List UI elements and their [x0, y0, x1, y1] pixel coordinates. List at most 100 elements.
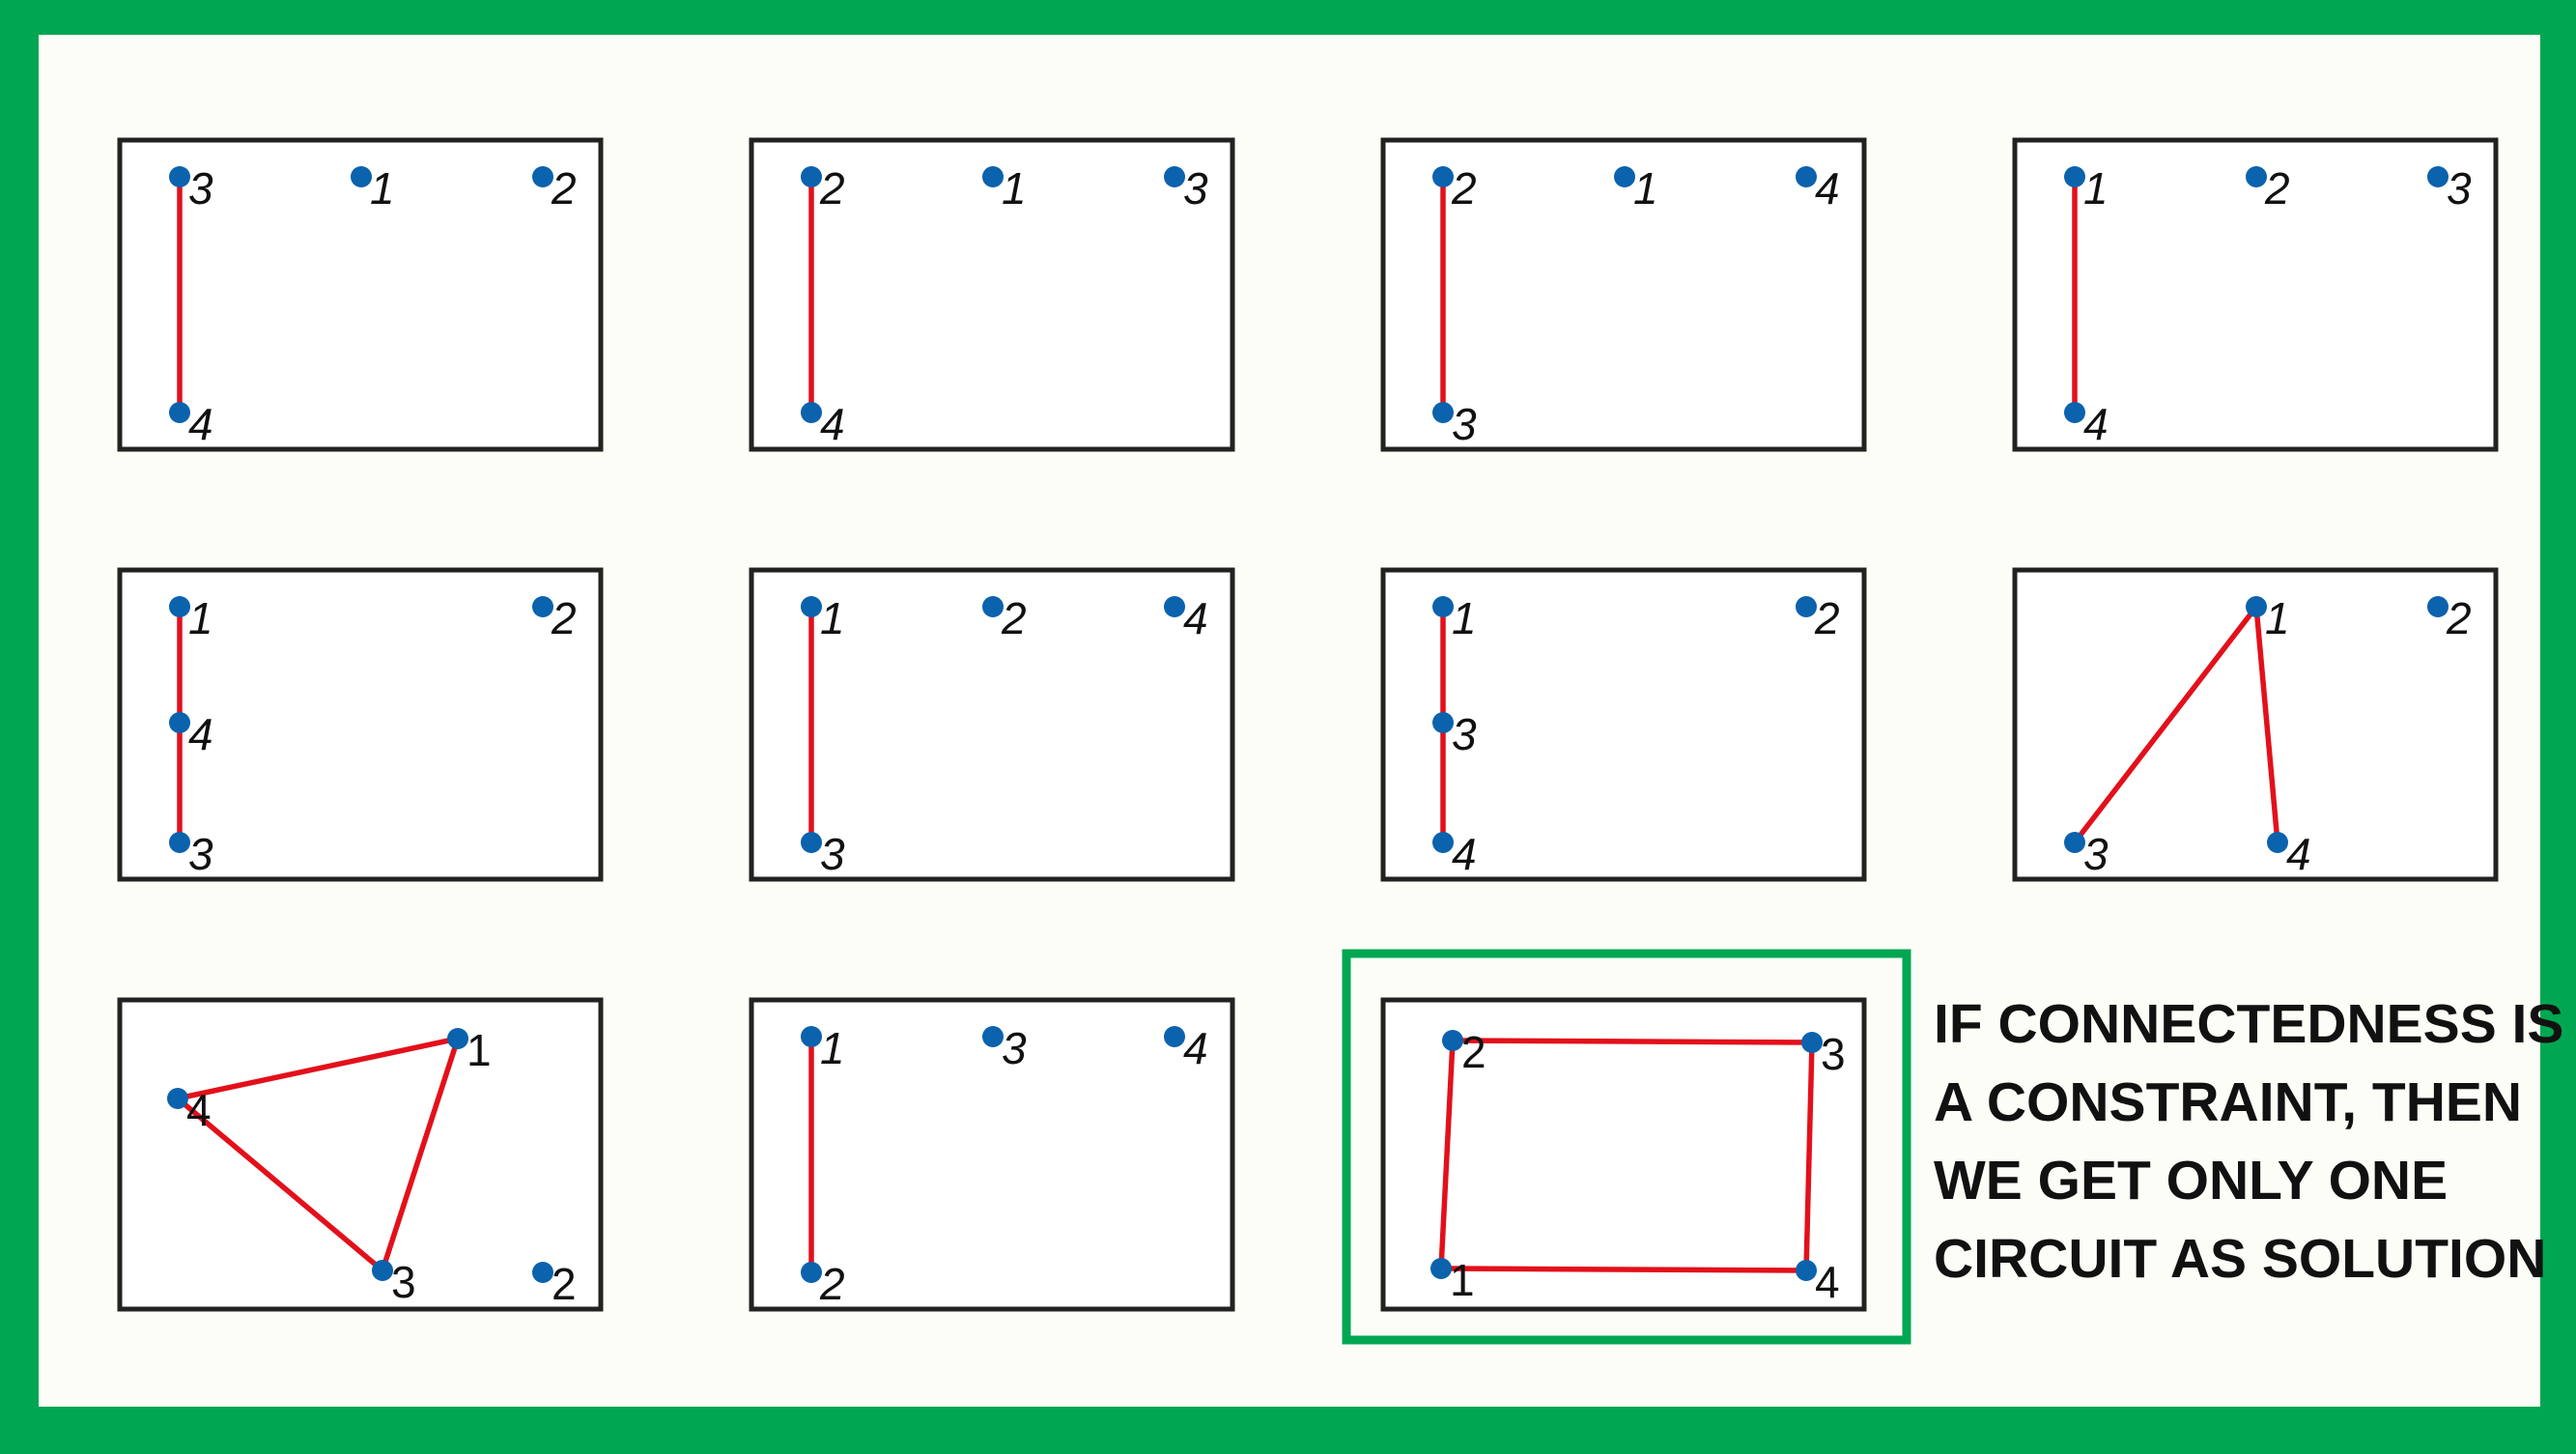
caption-line: A CONSTRAINT, THEN — [1934, 1071, 2523, 1133]
node-label: 4 — [1815, 163, 1840, 214]
node-label: 1 — [820, 1023, 845, 1073]
node-label: 3 — [1452, 399, 1477, 449]
node-label: 4 — [2083, 399, 2109, 449]
graph-node — [2064, 832, 2085, 853]
graph-node — [1432, 832, 1454, 853]
graph-box — [749, 137, 1235, 452]
node-label: 3 — [1183, 163, 1208, 214]
graph-node — [1801, 1032, 1823, 1053]
graph-node — [1614, 166, 1635, 187]
graph-box — [117, 137, 604, 452]
node-label: 2 — [2264, 163, 2290, 214]
graph-node — [1164, 166, 1185, 187]
node-label: 3 — [820, 829, 845, 879]
graph-node — [801, 596, 822, 617]
node-label: 1 — [2265, 593, 2290, 643]
graph-box — [2012, 137, 2499, 452]
graph-node — [801, 402, 822, 423]
graph-node — [447, 1028, 468, 1049]
node-label: 4 — [1815, 1257, 1840, 1307]
graph-node — [351, 166, 372, 187]
node-label: 2 — [1814, 593, 1840, 643]
node-label: 3 — [1452, 709, 1477, 759]
graph-box — [1380, 997, 1867, 1312]
graph-node — [801, 1262, 822, 1283]
graph-node — [532, 1262, 553, 1283]
graph-node — [2246, 596, 2267, 617]
graph-box — [117, 567, 604, 882]
graph-edge — [1450, 1038, 1815, 1045]
graph-node — [169, 402, 190, 423]
graph-node — [2427, 166, 2449, 187]
node-label: 4 — [1452, 829, 1477, 879]
graph-node — [1164, 596, 1185, 617]
graph-node — [1432, 712, 1454, 733]
graph-edge — [1438, 1038, 1456, 1271]
node-label: 4 — [1183, 1023, 1208, 1073]
graph-node — [532, 166, 553, 187]
graph-edge — [175, 1096, 385, 1273]
graph-node — [169, 712, 190, 733]
node-label: 2 — [1451, 163, 1477, 214]
node-label: 2 — [1461, 1027, 1486, 1077]
node-label: 2 — [552, 1259, 577, 1309]
node-label: 4 — [820, 399, 845, 449]
node-label: 3 — [2447, 163, 2472, 214]
graph-box — [749, 997, 1235, 1312]
graph-node — [1442, 1030, 1463, 1051]
graph-node — [532, 596, 553, 617]
graph-node — [167, 1088, 188, 1109]
graph-edge — [175, 1036, 461, 1101]
caption: IF CONNECTEDNESS IS A CONSTRAINT, THEN W… — [1934, 985, 2563, 1298]
graph-node — [1432, 596, 1454, 617]
graph-node — [169, 596, 190, 617]
node-label: 2 — [819, 163, 845, 214]
graph-edge — [2072, 604, 2259, 845]
node-label: 1 — [1452, 593, 1477, 643]
node-label: 1 — [370, 163, 395, 214]
graph-node — [1796, 1260, 1817, 1281]
node-label: 2 — [1001, 593, 1027, 643]
node-label: 3 — [188, 163, 213, 214]
graph-node — [1432, 166, 1454, 187]
node-label: 2 — [551, 593, 577, 643]
graph-box — [1380, 137, 1867, 452]
graph-edge — [2253, 604, 2280, 845]
node-label: 3 — [1821, 1029, 1846, 1079]
graph-node — [801, 166, 822, 187]
node-label: 2 — [2446, 593, 2472, 643]
graph-node — [2267, 832, 2288, 853]
graph-box — [117, 997, 604, 1312]
graph-edge — [380, 1036, 461, 1273]
node-label: 1 — [467, 1025, 492, 1075]
graph-node — [982, 166, 1004, 187]
graph-node — [1430, 1258, 1452, 1279]
solution-highlight — [1342, 949, 1911, 1345]
graph-node — [982, 596, 1004, 617]
graph-node — [801, 832, 822, 853]
graph-node — [1796, 596, 1817, 617]
node-label: 3 — [1002, 1023, 1027, 1073]
graph-node — [1432, 402, 1454, 423]
graph-box — [749, 567, 1235, 882]
node-label: 1 — [2083, 163, 2109, 214]
graph-node — [169, 166, 190, 187]
node-label: 1 — [1633, 163, 1658, 214]
graph-node — [1164, 1026, 1185, 1047]
node-label: 2 — [551, 163, 577, 214]
node-label: 4 — [2286, 829, 2311, 879]
node-label: 3 — [391, 1257, 416, 1307]
caption-line: CIRCUIT AS SOLUTION — [1934, 1228, 2547, 1290]
graph-node — [2246, 166, 2267, 187]
node-label: 2 — [819, 1259, 845, 1309]
node-label: 4 — [186, 1085, 212, 1135]
graph-node — [169, 832, 190, 853]
graph-node — [2064, 402, 2085, 423]
node-label: 4 — [188, 709, 213, 759]
graph-node — [372, 1260, 393, 1281]
graph-node — [2427, 596, 2449, 617]
node-label: 1 — [1450, 1255, 1475, 1305]
node-label: 1 — [188, 593, 213, 643]
caption-line: WE GET ONLY ONE — [1934, 1150, 2449, 1212]
